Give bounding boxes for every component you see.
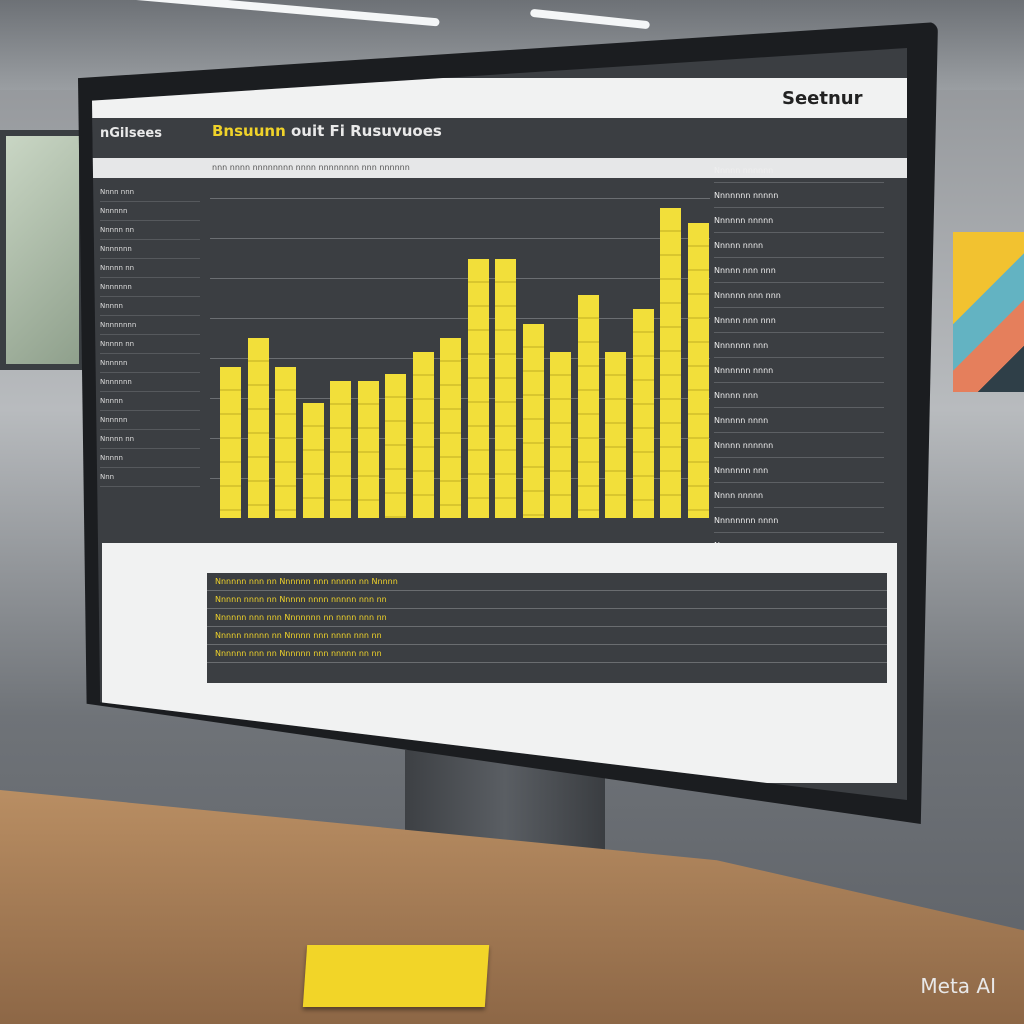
sidebar-item[interactable]: Nnnnn nn [100, 430, 200, 449]
data-table: Nnnnnn nnn nn Nnnnnn nnn nnnnn nn Nnnnn N… [207, 573, 887, 683]
sidebar-item[interactable]: Nnnnn nn [100, 259, 200, 278]
right-panel-item[interactable]: Nnnnnn nnnnn [714, 208, 884, 233]
title-bar [92, 118, 907, 158]
gridline [210, 198, 710, 199]
right-panel-item[interactable]: Nnnnn nnn nnn [714, 258, 884, 283]
right-panel-item[interactable]: Nnnnnnn nnnnn [714, 183, 884, 208]
bar [522, 323, 544, 518]
table-row[interactable]: Nnnnnn nnn nn Nnnnnn nnn nnnnn nn nn [207, 645, 887, 663]
bar [660, 208, 681, 518]
bar [605, 352, 626, 518]
right-panel-item[interactable]: Nnnnnnn nnn [714, 333, 884, 358]
right-panel: Nnnnn nnnnnn Nnnnnnn nnnnn Nnnnnn nnnnn Nnn… [714, 158, 884, 588]
right-panel-item[interactable]: Nnnnnnn nnnn [714, 358, 884, 383]
bar [687, 222, 709, 518]
bar [467, 258, 489, 518]
right-panel-item[interactable]: Nnnnn nnnnnn [714, 433, 884, 458]
gridline [210, 318, 710, 319]
table-row[interactable]: Nnnnn nnnn nn Nnnnn nnnn nnnnn nnn nn [207, 591, 887, 609]
sidebar-item[interactable]: Nnnnnn [100, 411, 200, 430]
bar [385, 374, 406, 518]
right-panel-item[interactable]: Nnnnnnnn nnnn [714, 508, 884, 533]
subheader: nnn nnnn nnnnnnnn nnnn nnnnnnnn nnn nnnn… [92, 158, 907, 178]
bar [275, 366, 296, 518]
sidebar-item[interactable]: Nnnnnnn [100, 240, 200, 259]
brand-name: Seetnur [782, 88, 863, 109]
sticky-note [302, 945, 490, 1007]
ceiling-light [529, 8, 651, 30]
bar [220, 366, 241, 518]
table-row[interactable]: Nnnnn nnnnn nn Nnnnn nnn nnnn nnn nn [207, 627, 887, 645]
sidebar-item[interactable]: Nnnnnn [100, 202, 200, 221]
bar [412, 352, 434, 518]
right-panel-item[interactable]: Nnnnnn nnn nnn [714, 283, 884, 308]
bar [330, 381, 351, 518]
gridline [210, 278, 710, 279]
office-window [0, 130, 85, 370]
wall-poster [953, 232, 1024, 392]
right-panel-item[interactable]: Nnnnn nnnnnn [714, 158, 884, 183]
watermark: Meta AI [920, 974, 996, 998]
bar [357, 381, 379, 518]
bar [440, 338, 461, 518]
sidebar-item[interactable]: Nnnnn nn [100, 335, 200, 354]
bar [632, 309, 654, 518]
gridline [210, 238, 710, 239]
ceiling-light [130, 0, 440, 27]
bar [247, 338, 269, 518]
bar [495, 258, 516, 518]
sidebar-item[interactable]: Nnnn nnn [100, 183, 200, 202]
logo-text: nGilsees [100, 126, 162, 141]
right-panel-item[interactable]: Nnnn nnnnn [714, 483, 884, 508]
sidebar: Nnnn nnn Nnnnnn Nnnnn nn Nnnnnnn Nnnnn nn Nnn… [100, 183, 200, 513]
sidebar-item[interactable]: Nnnnn nn [100, 221, 200, 240]
page-title: Bnsuunn ouit Fi Rusuvuoes [212, 122, 442, 140]
sidebar-item[interactable]: Nnnnn [100, 449, 200, 468]
sidebar-item[interactable]: Nnnnn [100, 297, 200, 316]
bar [577, 294, 599, 518]
bar [302, 402, 324, 518]
title-rest: ouit Fi Rusuvuoes [291, 122, 442, 140]
right-panel-item[interactable]: Nnnnn nnnn [714, 233, 884, 258]
bar [550, 352, 571, 518]
right-panel-item[interactable]: Nnnnnnn nnn [714, 458, 884, 483]
monitor-screen: Seetnur nGilsees Bnsuunn ouit Fi Rusuvuo… [92, 48, 907, 800]
sidebar-item[interactable]: Nnnnnn [100, 354, 200, 373]
sidebar-item[interactable]: Nnnnnnn [100, 278, 200, 297]
right-panel-item[interactable]: Nnnnn nnn nnn [714, 308, 884, 333]
sidebar-item[interactable]: Nnnnn [100, 392, 200, 411]
right-panel-item[interactable]: Nnnnnn nnnn [714, 408, 884, 433]
right-panel-item[interactable]: Nnnnn nnn [714, 383, 884, 408]
table-row[interactable]: Nnnnnn nnn nn Nnnnnn nnn nnnnn nn Nnnnn [207, 573, 887, 591]
sidebar-item[interactable]: Nnnnnnn [100, 373, 200, 392]
title-highlight: Bnsuunn [212, 122, 286, 140]
table-row[interactable]: Nnnnnn nnn nnn Nnnnnnn nn nnnn nnn nn [207, 609, 887, 627]
bar-chart [210, 178, 710, 548]
sidebar-item[interactable]: Nnn [100, 468, 200, 487]
sidebar-item[interactable]: Nnnnnnnn [100, 316, 200, 335]
